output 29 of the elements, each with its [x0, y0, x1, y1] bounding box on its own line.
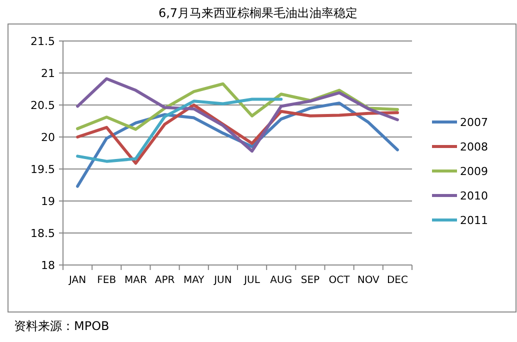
- x-tick-label: AUG: [270, 275, 292, 286]
- y-tick-label: 20: [41, 131, 55, 144]
- x-tick-label: FEB: [97, 275, 116, 286]
- x-tick-label: DEC: [386, 275, 408, 286]
- x-tick-label: JUL: [243, 275, 260, 286]
- x-tick-label: MAR: [124, 275, 147, 286]
- x-tick-label: APR: [154, 275, 175, 286]
- text: 资料来源：MPOB: [14, 319, 110, 333]
- legend-label: 2008: [460, 140, 488, 154]
- legend-label: 2011: [460, 214, 488, 227]
- x-tick-label: SEP: [300, 275, 320, 286]
- chart-title: 6,7月马来西亚棕榈果毛油出油率稳定: [158, 6, 358, 20]
- legend-label: 2009: [460, 165, 488, 178]
- y-tick-label: 21.5: [30, 35, 55, 48]
- x-tick-label: JAN: [68, 275, 86, 286]
- legend-label: 2010: [460, 190, 488, 202]
- x-tick-label: JUN: [213, 275, 232, 286]
- legend-label: 2007: [460, 116, 488, 129]
- x-tick-label: OCT: [328, 275, 351, 286]
- y-tick-label: 19.5: [30, 163, 55, 176]
- y-tick-label: 18.5: [30, 227, 55, 240]
- line-series: [76, 77, 399, 153]
- x-tick-label: MAY: [183, 275, 206, 286]
- line-series: [76, 98, 283, 163]
- y-tick-label: 18: [41, 259, 55, 272]
- y-tick-label: 20.5: [30, 99, 55, 112]
- x-tick-label: NOV: [357, 275, 380, 286]
- y-tick-label: 21: [41, 67, 55, 80]
- y-tick-label: 19: [41, 195, 55, 208]
